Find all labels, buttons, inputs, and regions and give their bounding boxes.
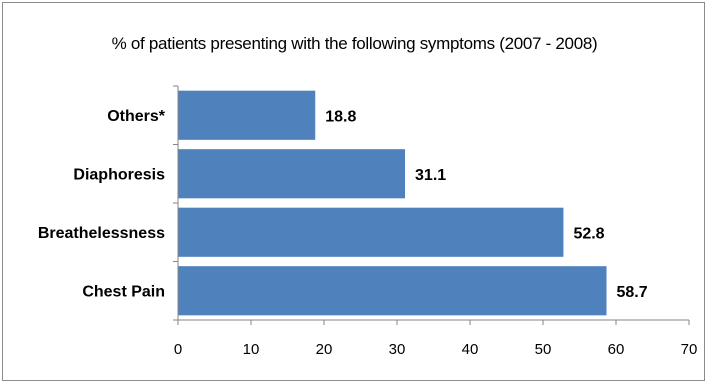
x-tick-label-0: 0 [174, 341, 182, 358]
category-label-0: Others* [107, 108, 166, 125]
x-tick-label-5: 50 [535, 341, 552, 358]
bar-0 [178, 90, 316, 140]
axes-group [173, 85, 690, 325]
data-label-1: 31.1 [415, 167, 446, 184]
bar-3 [178, 266, 607, 316]
x-tick-label-3: 30 [389, 341, 406, 358]
category-label-2: Breathelessness [38, 225, 165, 242]
x-tick-label-6: 60 [608, 341, 625, 358]
category-label-1: Diaphoresis [73, 166, 165, 183]
bar-1 [178, 149, 406, 199]
bars-group [178, 90, 607, 316]
bar-2 [178, 207, 564, 257]
x-tick-label-2: 20 [316, 341, 333, 358]
x-tick-label-7: 70 [681, 341, 698, 358]
data-label-0: 18.8 [325, 108, 356, 125]
x-tick-label-1: 10 [243, 341, 260, 358]
labels-group: Others* 18.8 Diaphoresis 31.1 Breathelessnes… [38, 108, 698, 358]
chart-title: % of patients presenting with the follow… [111, 34, 598, 53]
data-label-2: 52.8 [573, 225, 604, 242]
x-tick-label-4: 40 [462, 341, 479, 358]
data-label-3: 58.7 [617, 284, 648, 301]
category-label-3: Chest Pain [82, 283, 165, 300]
